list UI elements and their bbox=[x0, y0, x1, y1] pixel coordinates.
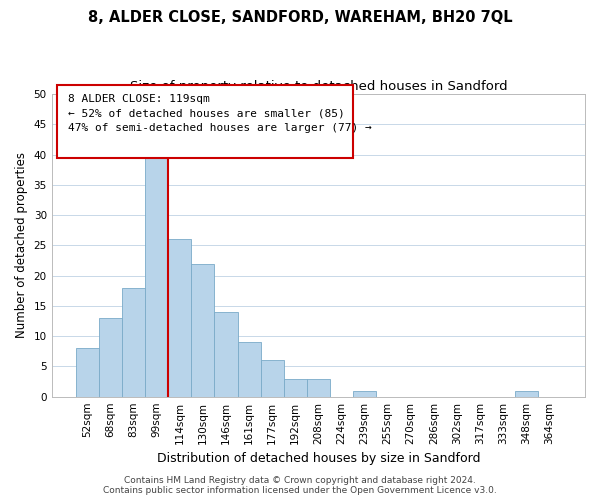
Bar bbox=[168, 240, 191, 396]
Bar bbox=[145, 148, 168, 396]
Text: Contains HM Land Registry data © Crown copyright and database right 2024.
Contai: Contains HM Land Registry data © Crown c… bbox=[103, 476, 497, 495]
Y-axis label: Number of detached properties: Number of detached properties bbox=[15, 152, 28, 338]
Bar bbox=[122, 288, 145, 397]
Bar bbox=[214, 312, 238, 396]
Bar bbox=[260, 360, 284, 396]
Bar bbox=[99, 318, 122, 396]
Bar bbox=[191, 264, 214, 396]
X-axis label: Distribution of detached houses by size in Sandford: Distribution of detached houses by size … bbox=[157, 452, 480, 465]
Text: 8, ALDER CLOSE, SANDFORD, WAREHAM, BH20 7QL: 8, ALDER CLOSE, SANDFORD, WAREHAM, BH20 … bbox=[88, 10, 512, 25]
Bar bbox=[515, 390, 538, 396]
FancyBboxPatch shape bbox=[57, 85, 353, 158]
Bar bbox=[307, 378, 330, 396]
Bar bbox=[353, 390, 376, 396]
Bar bbox=[76, 348, 99, 397]
Title: Size of property relative to detached houses in Sandford: Size of property relative to detached ho… bbox=[130, 80, 507, 93]
Bar bbox=[238, 342, 260, 396]
Bar bbox=[284, 378, 307, 396]
Text: 8 ALDER CLOSE: 119sqm
← 52% of detached houses are smaller (85)
47% of semi-deta: 8 ALDER CLOSE: 119sqm ← 52% of detached … bbox=[68, 94, 371, 133]
